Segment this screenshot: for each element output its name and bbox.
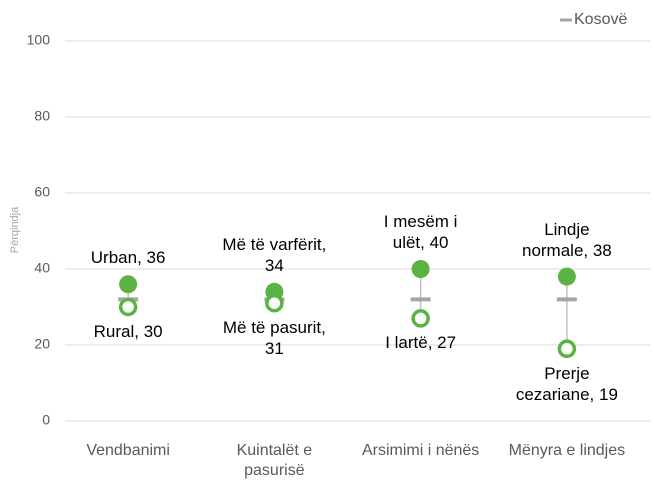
data-label: Prerje cezariane, 19 (515, 363, 618, 404)
y-tick-label: 100 (27, 32, 51, 48)
low-dot (557, 339, 577, 359)
high-dot (557, 267, 576, 286)
y-tick-label: 40 (34, 260, 50, 276)
x-tick-label: Kuintalët e pasurisë (236, 442, 313, 479)
data-label: I mesëm i ulët, 40 (383, 212, 458, 252)
y-tick-label: 0 (42, 412, 50, 428)
data-label: Rural, 30 (93, 322, 163, 341)
y-axis-label: Përqindja (9, 206, 21, 253)
data-label: Më të pasurit, 31 (222, 318, 326, 359)
x-tick-label: Mënyra e lindjes (508, 442, 626, 459)
data-label: Lindje normale, 38 (521, 219, 612, 260)
data-label: I lartë, 27 (385, 333, 457, 353)
high-dot (119, 275, 138, 294)
y-tick-label: 80 (34, 108, 50, 124)
legend-label: Kosovë (574, 11, 627, 28)
low-dot (411, 309, 430, 328)
low-dot (118, 297, 138, 317)
y-tick-label: 20 (34, 336, 50, 352)
y-tick-label: 60 (34, 184, 50, 200)
high-dot (411, 260, 430, 278)
data-label: Urban, 36 (90, 248, 166, 268)
x-tick-label: Vendbanimi (86, 442, 170, 459)
data-label: Më të varfërit, 34 (222, 234, 327, 275)
x-tick-label: Arsimimi i nënës (361, 442, 480, 459)
low-dot (265, 293, 284, 313)
